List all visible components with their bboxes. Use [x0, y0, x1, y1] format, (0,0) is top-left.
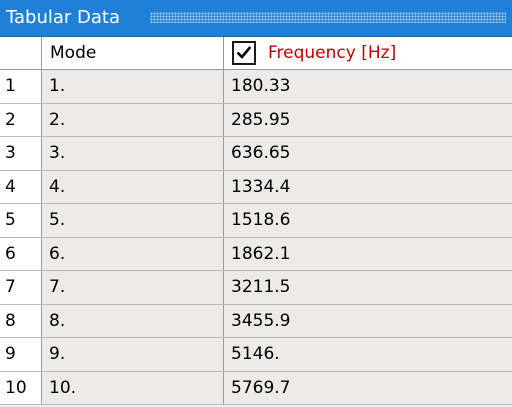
- mode-cell[interactable]: 7.: [42, 271, 224, 304]
- frequency-cell[interactable]: 1862.1: [231, 243, 291, 264]
- table-row[interactable]: 1 1. 180.33: [0, 70, 512, 104]
- frequency-cell[interactable]: 3455.9: [231, 310, 291, 331]
- frequency-cell[interactable]: 5146.: [231, 344, 280, 365]
- table-row[interactable]: 5 5. 1518.6: [0, 204, 512, 238]
- mode-column-label: Mode: [50, 43, 97, 63]
- panel-titlebar[interactable]: Tabular Data: [0, 0, 512, 37]
- frequency-cell[interactable]: 636.65: [231, 143, 291, 164]
- row-index-cell[interactable]: 2: [0, 103, 42, 136]
- table-body: 1 1. 180.33 2 2. 285.95 3 3. 636.65 4 4.…: [0, 70, 512, 405]
- row-index-cell[interactable]: 1: [0, 70, 42, 103]
- mode-cell[interactable]: 5.: [42, 204, 224, 237]
- frequency-column-label: Frequency [Hz]: [268, 43, 397, 63]
- mode-cell[interactable]: 4.: [42, 170, 224, 203]
- mode-cell[interactable]: 10.: [42, 371, 224, 404]
- row-index-cell[interactable]: 7: [0, 271, 42, 304]
- frequency-cell[interactable]: 5769.7: [231, 377, 291, 398]
- table-row[interactable]: 10 10. 5769.7: [0, 371, 512, 405]
- table-row[interactable]: 7 7. 3211.5: [0, 271, 512, 305]
- tabular-data-grid: Mode Frequency [Hz] 1 1. 180.33 2 2. 2: [0, 37, 512, 407]
- mode-cell[interactable]: 3.: [42, 137, 224, 170]
- row-index-cell[interactable]: 4: [0, 170, 42, 203]
- titlebar-grip[interactable]: [150, 12, 506, 23]
- frequency-cell[interactable]: 3211.5: [231, 277, 291, 298]
- panel-title: Tabular Data: [6, 7, 121, 28]
- row-index-cell[interactable]: 5: [0, 204, 42, 237]
- table-row[interactable]: 9 9. 5146.: [0, 338, 512, 372]
- frequency-cell[interactable]: 285.95: [231, 109, 291, 130]
- row-index-cell[interactable]: 9: [0, 338, 42, 371]
- mode-cell[interactable]: 8.: [42, 304, 224, 337]
- table-row[interactable]: 8 8. 3455.9: [0, 304, 512, 338]
- row-index-cell[interactable]: 8: [0, 304, 42, 337]
- mode-column-header[interactable]: Mode: [42, 37, 224, 69]
- mode-cell[interactable]: 1.: [42, 70, 224, 103]
- table-row[interactable]: 3 3. 636.65: [0, 137, 512, 171]
- table-row[interactable]: 4 4. 1334.4: [0, 170, 512, 204]
- frequency-column-header[interactable]: Frequency [Hz]: [224, 37, 512, 69]
- mode-cell[interactable]: 2.: [42, 103, 224, 136]
- row-index-cell[interactable]: 3: [0, 137, 42, 170]
- table-header: Mode Frequency [Hz]: [0, 37, 512, 70]
- mode-cell[interactable]: 6.: [42, 237, 224, 270]
- row-index-cell[interactable]: 6: [0, 237, 42, 270]
- row-index-header[interactable]: [0, 37, 42, 69]
- checkmark-icon: [236, 46, 252, 59]
- frequency-checkbox[interactable]: [232, 41, 256, 65]
- table-row[interactable]: 6 6. 1862.1: [0, 237, 512, 271]
- frequency-cell[interactable]: 1518.6: [231, 210, 291, 231]
- frequency-cell[interactable]: 1334.4: [231, 176, 291, 197]
- table-row[interactable]: 2 2. 285.95: [0, 103, 512, 137]
- row-index-cell[interactable]: 10: [0, 371, 42, 404]
- mode-cell[interactable]: 9.: [42, 338, 224, 371]
- frequency-cell[interactable]: 180.33: [231, 76, 291, 97]
